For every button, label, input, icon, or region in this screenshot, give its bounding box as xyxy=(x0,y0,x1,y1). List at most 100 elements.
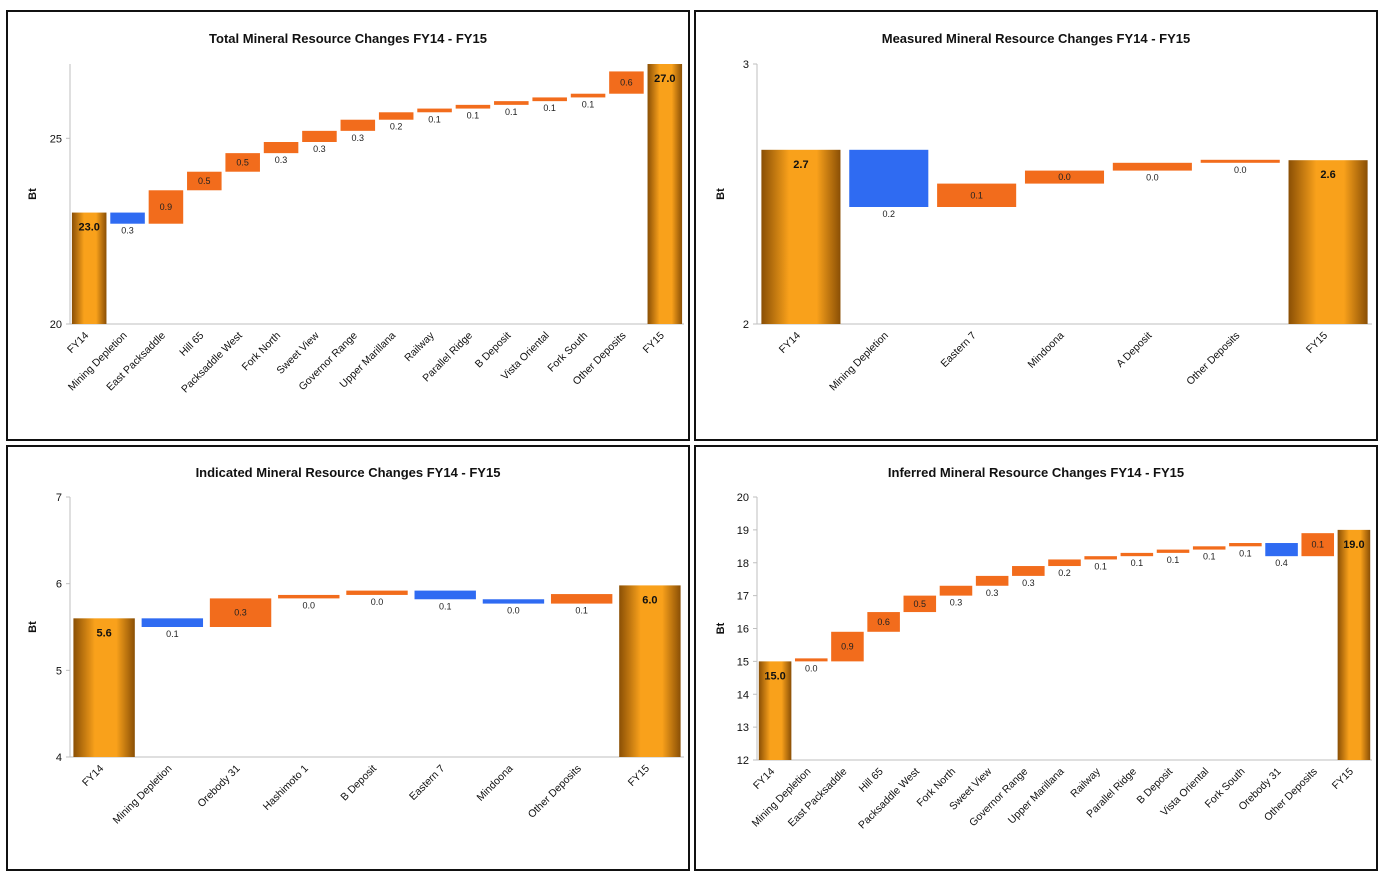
data-label: 0.3 xyxy=(313,144,326,154)
chart-svg-2: Indicated Mineral Resource Changes FY14 … xyxy=(8,447,688,869)
x-category-label: Hill 65 xyxy=(177,330,206,359)
increase-bar xyxy=(341,120,376,131)
data-label: 23.0 xyxy=(78,222,99,234)
x-category-label: Railway xyxy=(1068,765,1103,800)
total-bar xyxy=(619,585,680,757)
data-label: 0.0 xyxy=(1234,165,1247,175)
data-label: 2.7 xyxy=(793,159,808,171)
y-tick-label: 19 xyxy=(737,525,749,537)
x-category-label: Mindoona xyxy=(474,763,515,804)
data-label: 0.1 xyxy=(1203,552,1216,562)
x-category-label: FY15 xyxy=(641,330,667,356)
increase-bar xyxy=(1193,546,1226,549)
data-label: 0.9 xyxy=(841,642,854,652)
x-category-label: FY14 xyxy=(751,766,777,792)
chart-svg-3: Inferred Mineral Resource Changes FY14 -… xyxy=(696,447,1376,869)
data-label: 0.6 xyxy=(620,78,633,88)
data-label: 0.0 xyxy=(805,663,818,673)
x-category-label: FY14 xyxy=(65,330,91,356)
data-label: 0.1 xyxy=(428,114,441,124)
data-label: 0.5 xyxy=(198,176,211,186)
chart-title: Total Mineral Resource Changes FY14 - FY… xyxy=(209,31,487,46)
data-label: 0.0 xyxy=(507,606,520,616)
decrease-bar xyxy=(110,213,145,224)
y-axis-label: Bt xyxy=(715,188,727,200)
y-tick-label: 20 xyxy=(50,319,62,331)
y-tick-label: 2 xyxy=(743,319,749,331)
data-label: 0.5 xyxy=(236,157,249,167)
data-label: 0.1 xyxy=(1239,548,1252,558)
x-category-label: Eastern 7 xyxy=(938,330,978,370)
y-tick-label: 7 xyxy=(56,492,62,504)
increase-bar xyxy=(417,109,452,113)
increase-bar xyxy=(940,586,973,596)
data-label: 0.1 xyxy=(575,606,588,616)
increase-bar xyxy=(1113,163,1192,171)
data-label: 0.9 xyxy=(160,202,173,212)
x-category-label: FY14 xyxy=(80,763,106,789)
increase-bar xyxy=(264,142,299,153)
y-tick-label: 12 xyxy=(737,755,749,767)
data-label: 0.1 xyxy=(439,601,452,611)
data-label: 0.0 xyxy=(1058,172,1071,182)
x-category-label: Mining Depletion xyxy=(111,763,175,827)
chart-title: Measured Mineral Resource Changes FY14 -… xyxy=(882,31,1191,46)
y-tick-label: 4 xyxy=(56,752,62,764)
x-category-label: A Deposit xyxy=(1114,330,1154,370)
chart-svg-1: Measured Mineral Resource Changes FY14 -… xyxy=(696,12,1376,439)
data-label: 0.1 xyxy=(970,190,983,200)
y-tick-label: 3 xyxy=(743,59,749,71)
data-label: 0.1 xyxy=(166,629,179,639)
y-tick-label: 6 xyxy=(56,579,62,591)
data-label: 0.0 xyxy=(303,600,316,610)
data-label: 0.0 xyxy=(1146,173,1159,183)
decrease-bar xyxy=(483,599,544,603)
data-label: 0.5 xyxy=(914,599,927,609)
increase-bar xyxy=(278,595,339,598)
x-category-label: Orebody 31 xyxy=(195,763,242,810)
y-tick-label: 14 xyxy=(737,689,749,701)
y-tick-label: 17 xyxy=(737,591,749,603)
data-label: 0.2 xyxy=(390,122,403,132)
total-bar xyxy=(761,150,840,324)
data-label: 19.0 xyxy=(1343,539,1364,551)
increase-bar xyxy=(1012,566,1045,576)
data-label: 0.3 xyxy=(986,588,999,598)
chart-svg-0: Total Mineral Resource Changes FY14 - FY… xyxy=(8,12,688,439)
data-label: 0.3 xyxy=(275,155,288,165)
increase-bar xyxy=(1048,559,1081,566)
indicated-resource-chart-panel: Indicated Mineral Resource Changes FY14 … xyxy=(6,445,690,871)
x-category-label: Hill 65 xyxy=(857,766,886,795)
increase-bar xyxy=(494,101,529,105)
data-label: 0.1 xyxy=(582,99,595,109)
decrease-bar xyxy=(849,150,928,207)
y-tick-label: 15 xyxy=(737,656,749,668)
total-bar xyxy=(1289,160,1368,324)
data-label: 2.6 xyxy=(1320,169,1335,181)
increase-bar xyxy=(532,97,567,101)
data-label: 0.3 xyxy=(234,608,247,618)
y-tick-label: 16 xyxy=(737,624,749,636)
increase-bar xyxy=(1157,550,1190,553)
increase-bar xyxy=(456,105,491,109)
data-label: 0.1 xyxy=(1131,558,1144,568)
inferred-resource-chart-panel: Inferred Mineral Resource Changes FY14 -… xyxy=(694,445,1378,871)
data-label: 0.3 xyxy=(950,598,963,608)
y-axis-label: Bt xyxy=(715,622,727,634)
increase-bar xyxy=(302,131,337,142)
y-tick-label: 20 xyxy=(737,492,749,504)
increase-bar xyxy=(551,594,612,604)
data-label: 0.0 xyxy=(371,597,384,607)
increase-bar xyxy=(571,94,606,98)
data-label: 0.3 xyxy=(1022,578,1035,588)
increase-bar xyxy=(1084,556,1117,559)
increase-bar xyxy=(976,576,1009,586)
x-category-label: Eastern 7 xyxy=(407,763,447,803)
data-label: 0.2 xyxy=(883,209,896,219)
increase-bar xyxy=(1229,543,1262,546)
chart-title: Indicated Mineral Resource Changes FY14 … xyxy=(196,465,501,480)
decrease-bar xyxy=(415,591,476,600)
increase-bar xyxy=(1201,160,1280,163)
data-label: 0.6 xyxy=(877,617,890,627)
data-label: 0.1 xyxy=(1094,561,1107,571)
